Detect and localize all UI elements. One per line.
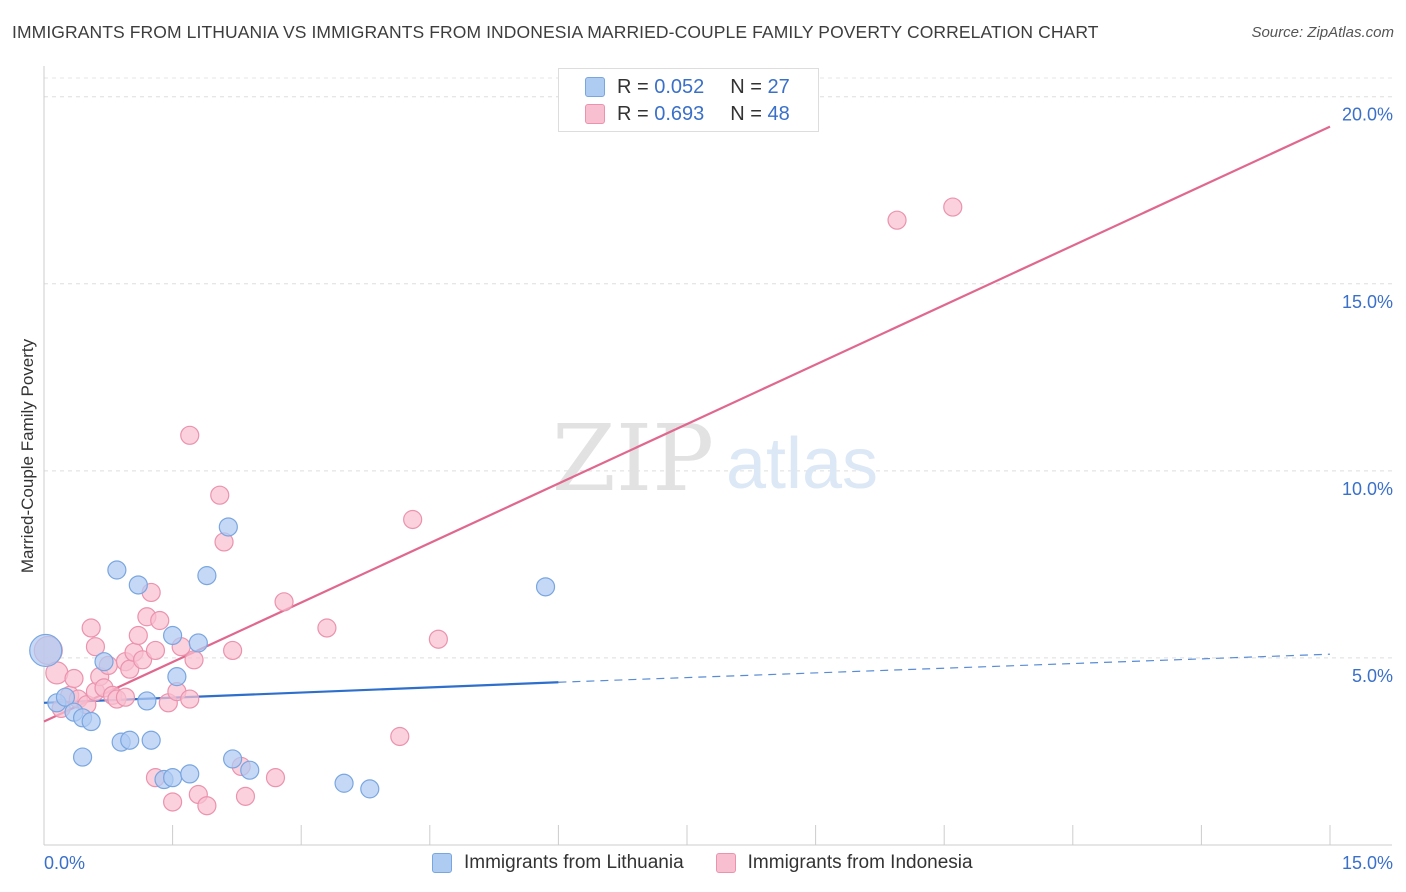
lithuania-point xyxy=(72,747,93,767)
indonesia-point xyxy=(64,668,84,689)
indonesia-point xyxy=(81,618,101,638)
indonesia-point xyxy=(132,650,153,670)
series-legend-lithuania[interactable]: Immigrants from Lithuania xyxy=(432,852,684,874)
indonesia-point xyxy=(274,592,294,612)
lithuania-point xyxy=(535,577,556,597)
lithuania-point xyxy=(128,575,148,595)
lithuania-point xyxy=(180,764,200,784)
legend-r-value: 0.693 xyxy=(654,102,705,125)
legend-n-label: N = xyxy=(730,102,762,125)
tick-labels: 5.0% 10.0% 15.0% 20.0% 0.0% 15.0% xyxy=(44,105,1393,873)
legend-swatch-indonesia xyxy=(585,104,605,124)
lithuania-point xyxy=(141,730,161,750)
lithuania-point xyxy=(223,749,243,769)
indonesia-point xyxy=(145,640,166,661)
y-tick-label: 15.0% xyxy=(1342,292,1393,312)
watermark-zip: ZIP xyxy=(552,405,714,512)
trend-line-indonesia xyxy=(43,125,1331,723)
indonesia-point xyxy=(150,610,170,631)
lithuania-point xyxy=(167,667,187,687)
legend-row-indonesia: R = 0.693 N = 48 xyxy=(585,102,790,126)
indonesia-point xyxy=(235,786,256,806)
x-tick-label: 0.0% xyxy=(44,853,85,873)
indonesia-point xyxy=(428,629,448,649)
indonesia-point xyxy=(85,637,106,657)
lithuania-point xyxy=(197,566,217,586)
series-swatch-lithuania xyxy=(432,853,452,873)
trend-line-lithuania-extension xyxy=(558,653,1331,683)
indonesia-point xyxy=(128,625,148,646)
lithuania-point xyxy=(188,633,208,653)
indonesia-point xyxy=(180,425,200,445)
lithuania-point xyxy=(107,560,127,580)
legend-n-label: N = xyxy=(730,75,762,98)
legend-r-value: 0.052 xyxy=(654,75,705,98)
series-legend: Immigrants from Lithuania Immigrants fro… xyxy=(432,852,1005,874)
indonesia-point xyxy=(265,768,286,788)
series-swatch-indonesia xyxy=(715,853,736,873)
lithuania-point xyxy=(334,773,354,793)
axes xyxy=(43,66,1392,846)
indonesia-point xyxy=(887,210,907,230)
indonesia-point xyxy=(115,687,136,707)
chart-title: IMMIGRANTS FROM LITHUANIA VS IMMIGRANTS … xyxy=(12,22,1099,42)
data-points xyxy=(29,197,963,816)
lithuania-point xyxy=(218,517,238,537)
source-credit: Source: ZipAtlas.com xyxy=(1251,24,1394,41)
legend-n-value: 27 xyxy=(767,75,790,98)
trend-lines xyxy=(43,125,1331,723)
legend-row-lithuania: R = 0.052 N = 27 xyxy=(585,75,790,99)
lithuania-point xyxy=(163,625,183,646)
lithuania-point xyxy=(240,760,260,780)
y-tick-label: 20.0% xyxy=(1342,105,1393,125)
indonesia-point xyxy=(390,726,410,747)
lithuania-point xyxy=(120,730,140,750)
lithuania-point xyxy=(163,768,183,788)
watermark: ZIP atlas xyxy=(552,405,878,512)
series-legend-indonesia[interactable]: Immigrants from Indonesia xyxy=(715,852,973,874)
lithuania-point xyxy=(360,779,380,799)
correlation-legend: R = 0.052 N = 27 R = 0.693 N = 48 xyxy=(558,68,819,132)
watermark-atlas: atlas xyxy=(726,424,878,504)
y-axis-label: Married-Couple Family Poverty xyxy=(18,338,37,574)
x-tick-label: 15.0% xyxy=(1342,853,1393,873)
lithuania-point xyxy=(94,652,114,672)
lithuania-point xyxy=(81,711,101,732)
lithuania-point xyxy=(29,633,63,668)
indonesia-point xyxy=(943,197,963,217)
series-label-indonesia: Immigrants from Indonesia xyxy=(747,852,973,873)
series-label-lithuania: Immigrants from Lithuania xyxy=(464,852,684,873)
indonesia-point xyxy=(317,618,337,638)
legend-r-label: R = xyxy=(617,102,649,125)
lithuania-point xyxy=(55,687,76,707)
grid-lines xyxy=(44,77,1392,659)
y-tick-label: 5.0% xyxy=(1352,666,1393,686)
legend-swatch-lithuania xyxy=(585,77,605,97)
indonesia-point xyxy=(210,485,230,505)
indonesia-point xyxy=(403,509,423,530)
indonesia-point xyxy=(223,640,243,661)
indonesia-point xyxy=(184,650,204,670)
y-tick-label: 10.0% xyxy=(1342,479,1393,499)
legend-n-value: 48 xyxy=(767,102,790,125)
indonesia-point xyxy=(197,796,217,816)
lithuania-point xyxy=(137,691,157,711)
legend-r-label: R = xyxy=(617,75,649,98)
indonesia-point xyxy=(180,689,200,709)
indonesia-point xyxy=(163,792,183,812)
